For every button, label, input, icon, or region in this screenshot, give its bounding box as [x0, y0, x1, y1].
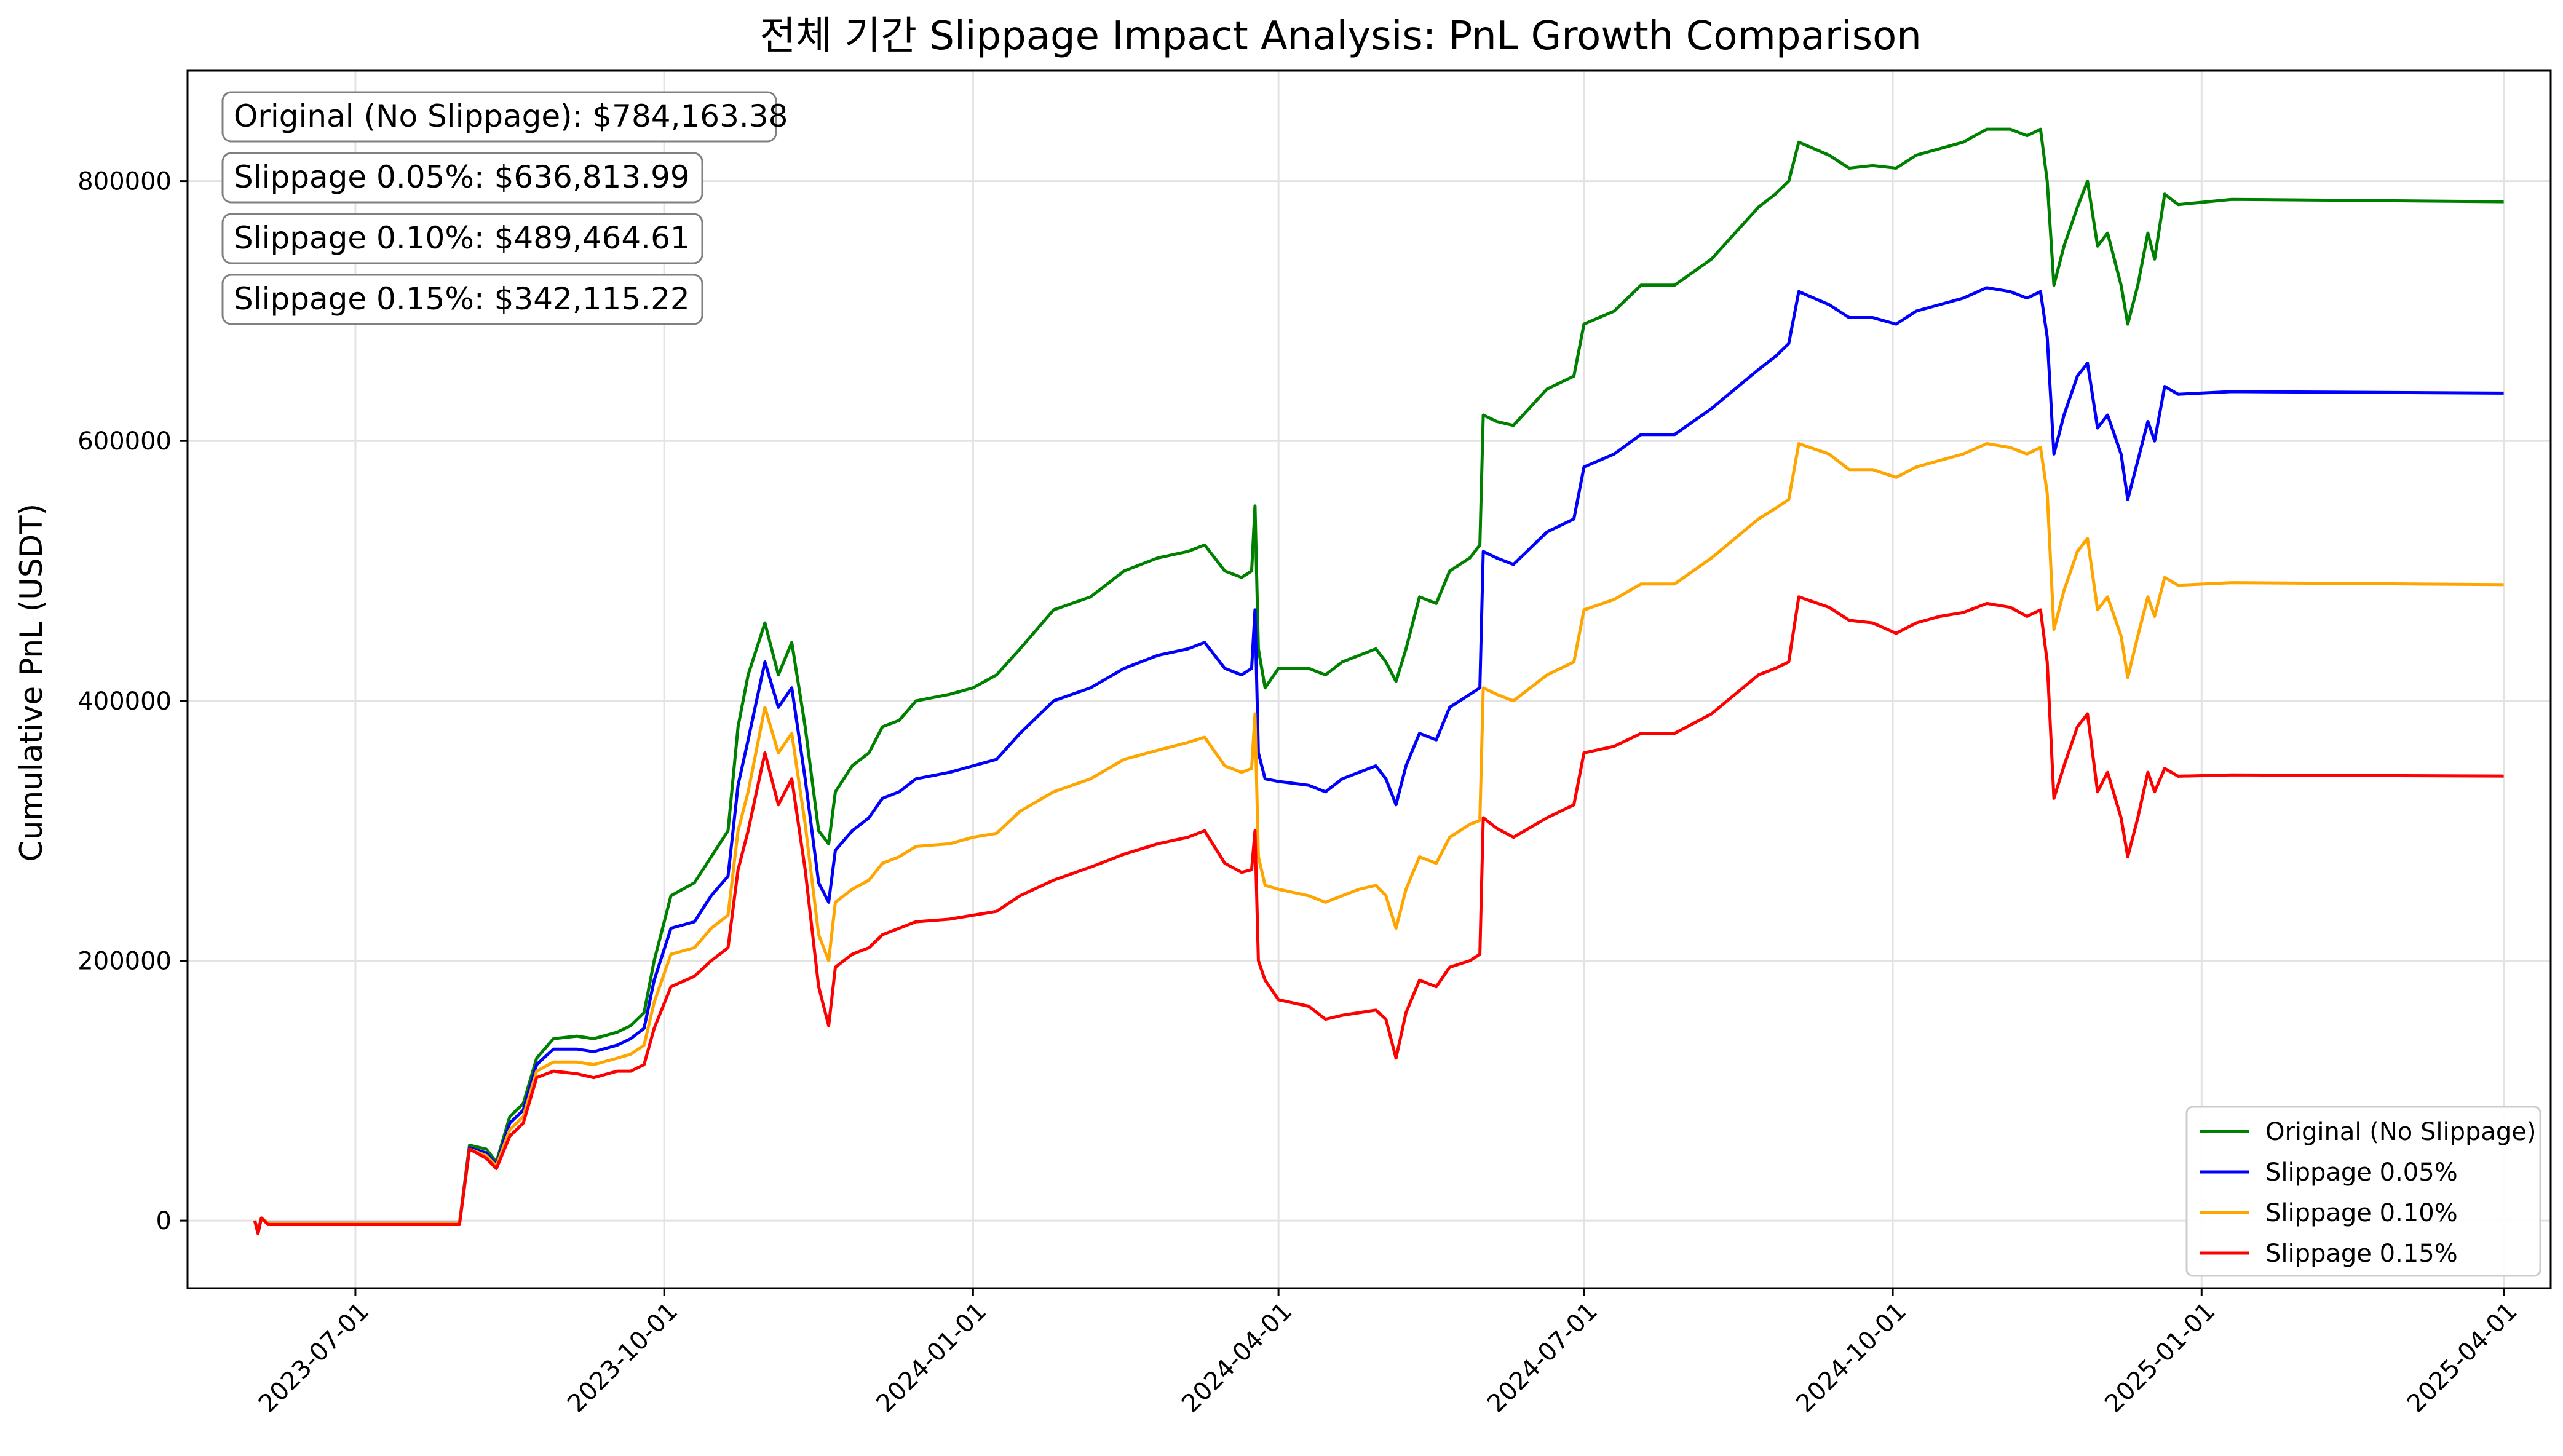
annotation-box: [221, 91, 777, 143]
series-line-2: [253, 286, 2504, 1233]
annotation-text: Slippage 0.15%: $342,115.22: [234, 281, 690, 317]
series-line-4: [253, 595, 2504, 1235]
annotation-text: Original (No Slippage): $784,163.38: [234, 98, 788, 134]
legend-label: Slippage 0.05%: [2265, 1158, 2458, 1187]
final-value-annotations: Original (No Slippage): $784,163.38 Slipp…: [221, 91, 788, 325]
y-tick-label: 200000: [77, 947, 172, 975]
legend-label: Slippage 0.15%: [2265, 1240, 2458, 1268]
annotation-box: [221, 213, 703, 264]
legend-frame: [2185, 1106, 2541, 1277]
plot-frame: [186, 69, 2552, 1289]
y-tick-label: 0: [156, 1207, 172, 1235]
chart-title: 전체 기간 Slippage Impact Analysis: PnL Grow…: [759, 14, 1922, 59]
y-axis-title: Cumulative PnL (USDT): [14, 504, 49, 861]
series-lines: [253, 127, 2504, 1235]
legend-label: Slippage 0.10%: [2265, 1199, 2458, 1227]
grid-lines: [188, 71, 2551, 1288]
annotation-text: Slippage 0.05%: $636,813.99: [234, 159, 690, 195]
legend: Original (No Slippage) Slippage 0.05% Slip…: [2185, 1106, 2541, 1277]
y-tick-label: 600000: [77, 427, 172, 456]
annotation-box: [221, 274, 703, 325]
y-tick-label: 400000: [77, 687, 172, 716]
series-line-1: [253, 127, 2504, 1233]
series-line-3: [253, 442, 2504, 1233]
annotation-box: [221, 152, 703, 204]
legend-label: Original (No Slippage): [2265, 1118, 2536, 1146]
y-tick-label: 800000: [77, 168, 172, 196]
annotation-text: Slippage 0.10%: $489,464.61: [234, 220, 690, 256]
